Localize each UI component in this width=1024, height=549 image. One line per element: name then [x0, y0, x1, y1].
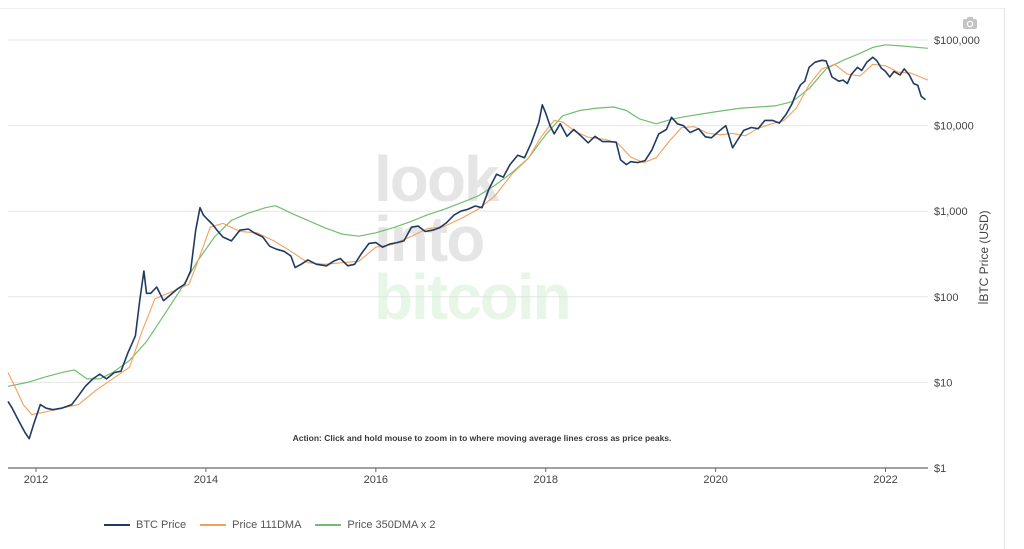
y-tick-label: $10 [934, 377, 952, 389]
series-layer [7, 44, 929, 440]
y-tick-label: $10,000 [934, 121, 974, 133]
annotation-text: Action: Click and hold mouse to zoom in … [293, 433, 672, 443]
legend-swatch-price-350dma-x2 [315, 524, 342, 526]
x-tick-label: 2022 [873, 474, 897, 486]
series-line-price-111dma[interactable] [7, 63, 929, 416]
series-line-btc-price[interactable] [7, 56, 927, 440]
x-tick-label: 2012 [24, 474, 48, 486]
legend-label-price-111dma: Price 111DMA [232, 519, 302, 531]
y-tick-label: $1,000 [934, 206, 968, 218]
legend-item-price-111dma[interactable]: Price 111DMA [200, 519, 301, 531]
legend-item-price-350dma-x2[interactable]: Price 350DMA x 2 [315, 519, 435, 531]
watermark-look: look [374, 143, 500, 215]
frame-right-border [1004, 8, 1005, 549]
series-line-price-350dma-x2[interactable] [7, 44, 929, 387]
y-tick-label: $1 [934, 463, 946, 475]
y-axis-title: BTC Price (USD) [977, 210, 991, 301]
legend-label-btc-price: BTC Price [136, 519, 187, 531]
frame-top-border [0, 8, 1004, 9]
x-tick-label: 2016 [364, 474, 388, 486]
legend-label-price-350dma-x2: Price 350DMA x 2 [347, 519, 436, 531]
legend: BTC Price Price 111DMA Price 350DMA x 2 [104, 517, 449, 533]
watermark: look into bitcoin [374, 143, 572, 333]
x-axis-ticks: 2012 2014 2016 2018 2020 2022 [24, 468, 898, 486]
x-tick-label: 2020 [703, 474, 727, 486]
legend-swatch-btc-price [104, 524, 130, 526]
y-tick-label: $100 [934, 292, 958, 304]
x-tick-label: 2018 [533, 474, 557, 486]
x-tick-label: 2014 [194, 474, 218, 486]
legend-swatch-price-111dma [200, 524, 227, 526]
y-tick-label: $100,000 [934, 35, 980, 47]
btc-price-chart[interactable]: look into bitcoin 2012 2014 2016 2018 2020 20… [0, 0, 1004, 510]
grid-lines [8, 39, 928, 383]
watermark-bitcoin: bitcoin [374, 261, 570, 333]
legend-item-btc-price[interactable]: BTC Price [104, 519, 186, 531]
camera-icon[interactable] [962, 16, 978, 30]
y-axis-ticks: $1 $10 $100 $1,000 $10,000 $100,000 [934, 35, 980, 475]
